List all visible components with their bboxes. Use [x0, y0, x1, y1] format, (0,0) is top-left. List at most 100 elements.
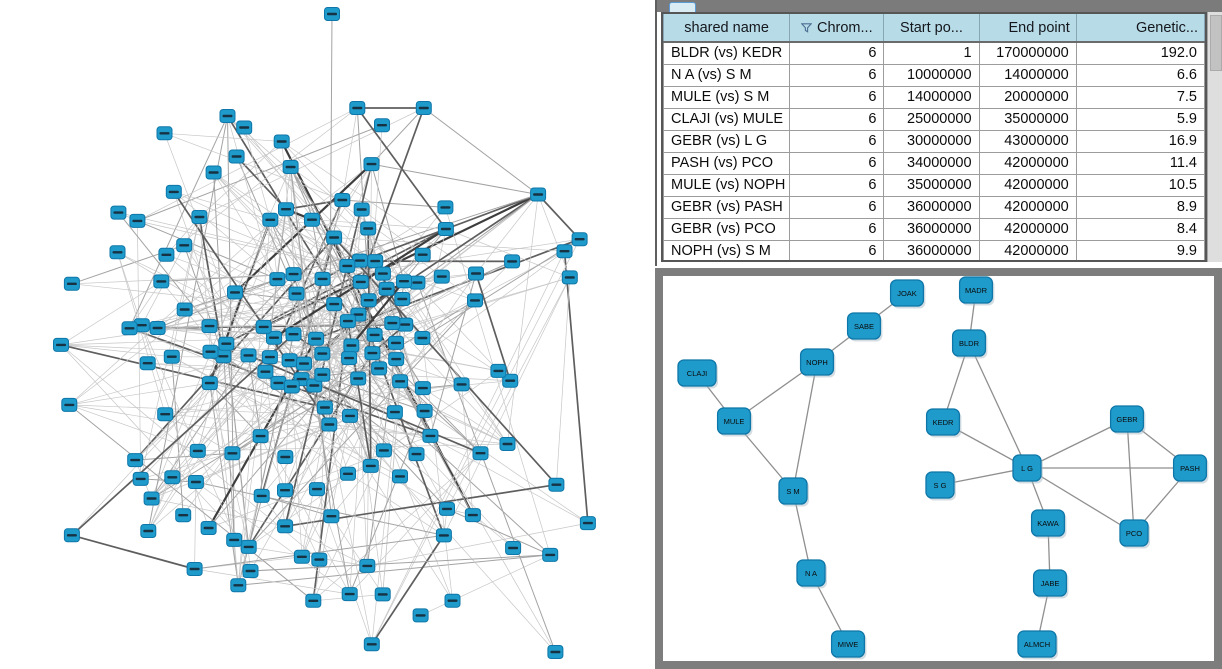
network-node[interactable]	[561, 270, 578, 285]
network-edge[interactable]	[556, 277, 571, 485]
network-node[interactable]	[277, 450, 294, 464]
network-node[interactable]	[226, 532, 243, 547]
network-node[interactable]	[505, 541, 522, 555]
network-edge[interactable]	[394, 411, 551, 556]
network-node[interactable]	[392, 469, 408, 484]
network-edge[interactable]	[197, 443, 508, 452]
network-edge[interactable]	[968, 342, 1028, 469]
network-edge[interactable]	[333, 237, 349, 322]
table-cell[interactable]: 9.9	[1075, 240, 1205, 260]
network-edge[interactable]	[250, 554, 551, 572]
network-edge[interactable]	[372, 352, 481, 454]
table-cell[interactable]: 6	[789, 64, 885, 87]
network-edge[interactable]	[331, 516, 383, 595]
network-node[interactable]	[362, 458, 379, 473]
network-node[interactable]	[374, 587, 391, 602]
table-cell[interactable]: 34000000	[883, 152, 980, 175]
network-edge[interactable]	[140, 216, 200, 479]
network-node[interactable]	[261, 350, 278, 365]
network-node-sabe[interactable]: SABE	[846, 312, 883, 342]
network-node[interactable]	[490, 363, 507, 378]
network-edge[interactable]	[171, 356, 184, 516]
network-node[interactable]	[439, 501, 455, 516]
network-node[interactable]	[149, 321, 166, 335]
network-edge[interactable]	[290, 166, 317, 339]
network-node-n-a[interactable]: N A	[796, 559, 827, 589]
network-node[interactable]	[164, 470, 181, 485]
network-edge[interactable]	[507, 194, 539, 445]
table-cell[interactable]: 6	[789, 196, 885, 219]
network-edge[interactable]	[209, 324, 406, 327]
column-header[interactable]: Start po...	[883, 14, 980, 43]
network-edge[interactable]	[475, 273, 512, 381]
network-node-bldr[interactable]: BLDR	[951, 329, 988, 359]
table-row[interactable]: PASH (vs) PCO 6 34000000 42000000 11.4	[663, 152, 1205, 175]
network-node[interactable]	[200, 521, 217, 535]
network-node[interactable]	[396, 274, 412, 289]
table-cell[interactable]: N A (vs) S M	[663, 64, 791, 87]
network-edge[interactable]	[269, 281, 362, 358]
network-node[interactable]	[326, 230, 343, 245]
network-node[interactable]	[163, 349, 180, 364]
network-edge[interactable]	[141, 216, 200, 326]
network-edge[interactable]	[792, 361, 818, 492]
network-node[interactable]	[143, 491, 160, 506]
network-node[interactable]	[230, 578, 247, 593]
network-edge[interactable]	[347, 321, 384, 595]
network-node[interactable]	[253, 488, 270, 503]
network-edge[interactable]	[334, 237, 565, 252]
network-node-l-g[interactable]: L G	[1012, 454, 1043, 484]
network-node[interactable]	[374, 266, 391, 281]
network-node[interactable]	[282, 160, 299, 174]
network-node[interactable]	[175, 508, 192, 523]
network-edge[interactable]	[371, 239, 580, 645]
network-node[interactable]	[306, 378, 323, 393]
network-node[interactable]	[467, 293, 483, 308]
network-node[interactable]	[304, 212, 320, 227]
network-edge[interactable]	[165, 380, 511, 415]
network-node[interactable]	[422, 428, 439, 443]
network-node[interactable]	[453, 377, 470, 392]
network-node[interactable]	[157, 407, 174, 422]
network-edge[interactable]	[71, 534, 195, 570]
network-edge[interactable]	[117, 252, 166, 415]
network-node[interactable]	[548, 477, 565, 492]
network-edge[interactable]	[166, 107, 358, 256]
network-edge[interactable]	[157, 278, 278, 329]
network-node[interactable]	[321, 417, 338, 432]
network-edge[interactable]	[234, 163, 373, 294]
network-node[interactable]	[416, 404, 433, 418]
network-node[interactable]	[374, 118, 390, 133]
network-node[interactable]	[323, 509, 340, 524]
network-node[interactable]	[187, 475, 204, 489]
network-edge[interactable]	[69, 355, 249, 406]
network-edge[interactable]	[71, 273, 294, 285]
network-node[interactable]	[334, 193, 351, 207]
network-edge[interactable]	[372, 276, 443, 354]
network-node[interactable]	[388, 335, 404, 350]
network-node[interactable]	[363, 637, 380, 652]
network-node[interactable]	[414, 331, 431, 345]
network-edge[interactable]	[284, 324, 406, 527]
network-node[interactable]	[499, 437, 516, 451]
network-node[interactable]	[579, 516, 596, 531]
network-node-jabe[interactable]: JABE	[1032, 569, 1069, 599]
network-node-mule[interactable]: MULE	[716, 407, 753, 437]
table-cell[interactable]: 1	[883, 41, 980, 65]
network-edge[interactable]	[1026, 467, 1135, 534]
network-node[interactable]	[326, 297, 343, 312]
network-edge[interactable]	[209, 383, 239, 586]
network-node[interactable]	[281, 353, 298, 368]
network-node-miwe[interactable]: MIWE	[830, 630, 867, 660]
network-edge[interactable]	[329, 424, 508, 445]
network-node[interactable]	[437, 200, 454, 215]
table-row[interactable]: GEBR (vs) L G 6 30000000 43000000 16.9	[663, 130, 1205, 153]
network-node[interactable]	[240, 348, 257, 363]
network-edge[interactable]	[194, 481, 197, 570]
network-edge[interactable]	[60, 281, 162, 346]
network-node[interactable]	[121, 321, 138, 336]
table-cell[interactable]: 43000000	[978, 130, 1077, 153]
network-node[interactable]	[309, 482, 325, 497]
network-edge[interactable]	[261, 495, 332, 517]
network-node[interactable]	[201, 376, 218, 391]
